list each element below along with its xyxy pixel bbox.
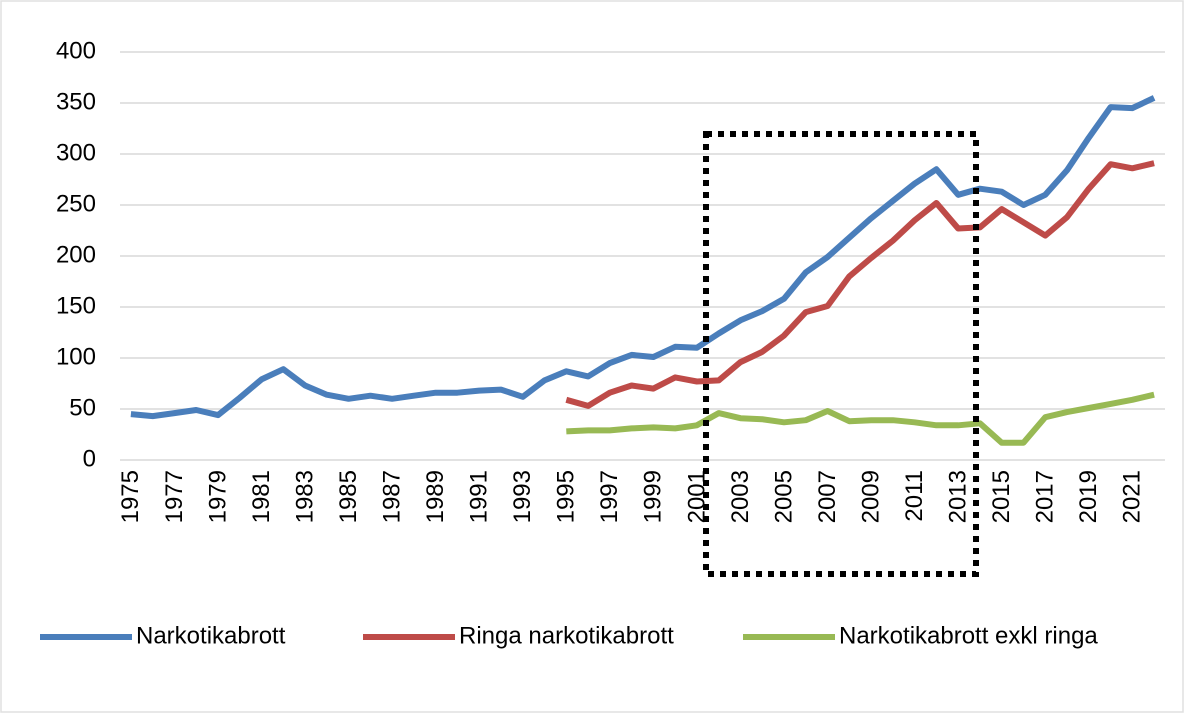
x-tick-label: 1997 xyxy=(596,470,623,523)
x-tick-label: 2015 xyxy=(988,470,1015,523)
y-tick-label: 400 xyxy=(56,37,96,64)
x-tick-label: 1999 xyxy=(640,470,667,523)
x-tick-label: 2013 xyxy=(945,470,972,523)
y-tick-label: 0 xyxy=(83,445,96,472)
x-tick-label: 2009 xyxy=(857,470,884,523)
y-tick-label: 250 xyxy=(56,190,96,217)
y-tick-label: 300 xyxy=(56,139,96,166)
y-tick-label: 50 xyxy=(69,394,96,421)
x-tick-label: 1987 xyxy=(378,470,405,523)
x-tick-label: 1975 xyxy=(117,470,144,523)
x-tick-label: 1991 xyxy=(466,470,493,523)
x-tick-label: 1995 xyxy=(553,470,580,523)
x-tick-label: 2007 xyxy=(814,470,841,523)
x-tick-label: 2019 xyxy=(1075,470,1102,523)
x-tick-label: 1977 xyxy=(161,470,188,523)
line-series xyxy=(130,95,1156,420)
y-tick-label: 150 xyxy=(56,292,96,319)
y-tick-label: 100 xyxy=(56,343,96,370)
x-tick-label: 1993 xyxy=(509,470,536,523)
x-tick-label: 1983 xyxy=(291,470,318,523)
x-tick-label: 2021 xyxy=(1119,470,1146,523)
x-tick-label: 1979 xyxy=(204,470,231,523)
x-tick-label: 2011 xyxy=(901,470,928,522)
y-tick-label: 200 xyxy=(56,241,96,268)
x-tick-label: 1981 xyxy=(248,470,275,523)
x-tick-label: 1985 xyxy=(335,470,362,523)
x-tick-label: 2003 xyxy=(727,470,754,523)
x-tick-label: 2017 xyxy=(1032,470,1059,523)
x-tick-label: 2005 xyxy=(770,470,797,523)
line-series xyxy=(566,391,1155,446)
y-tick-label: 350 xyxy=(56,88,96,115)
x-tick-label: 1989 xyxy=(422,470,449,523)
highlight-box xyxy=(703,131,979,577)
line-series xyxy=(565,160,1155,409)
legend-label: Ringa narkotikabrott xyxy=(459,622,674,649)
legend-label: Narkotikabrott exkl ringa xyxy=(839,622,1098,649)
legend-label: Narkotikabrott xyxy=(136,622,286,649)
